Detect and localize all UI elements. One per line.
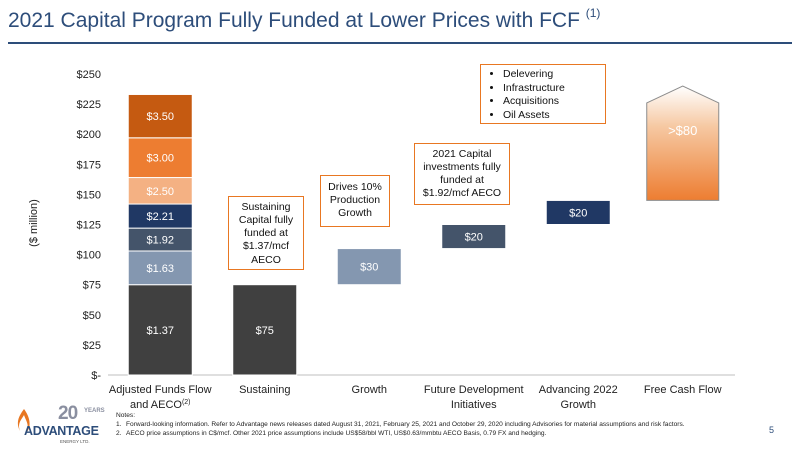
y-tick-label: $250 [77,69,101,81]
footnote-1: 1. Forward-looking information. Refer to … [116,420,685,428]
title-divider [8,42,792,44]
callout-sustaining: Sustaining Capital fully funded at $1.37/mc… [228,196,304,270]
y-tick-label: $225 [77,99,101,111]
data-label: $2.50 [146,186,174,198]
fcf-use-item: Oil Assets [503,109,597,123]
y-tick-label: $175 [77,159,101,171]
footnote-2: 2. AECO price assumptions in C$/mcf. Othe… [116,429,547,437]
data-label: $1.92 [146,235,174,247]
y-tick-label: $50 [83,310,101,322]
company-logo: 20 YEARS ADVANTAGE ENERGY LTD. [8,403,116,448]
x-tick-label: Growth [352,384,387,396]
title-footnote-ref: (1) [585,6,601,20]
x-tick-label: Growth [561,399,596,410]
callout-future: 2021 Capital investments fully funded at $1… [414,143,510,205]
x-tick-label: Initiatives [451,399,497,410]
y-tick-label: $200 [77,129,101,141]
x-tick-label: and AECO(2) [130,399,191,410]
data-label: $2.21 [146,211,174,223]
data-label: $1.37 [146,325,174,337]
flame-icon [17,409,30,433]
data-label: $20 [569,207,587,219]
capital-program-chart: $- $25 $50 $75 $100 $125 $150 $175 $200 $225 $250 A… [77,69,735,410]
page-title: 2021 Capital Program Fully Funded at Low… [8,6,601,32]
x-tick-label: Adjusted Funds Flow [109,384,212,396]
data-label: >$80 [668,123,697,138]
y-tick-label: $150 [77,189,101,201]
y-tick-label: $25 [83,340,101,352]
data-label: $75 [256,325,274,337]
x-tick-label: Sustaining [239,384,290,396]
free-cash-flow-bar [646,85,720,201]
waterfall-bar [232,284,298,376]
waterfall-bar [336,248,402,286]
x-tick-label: Free Cash Flow [644,384,722,396]
fcf-use-item: Infrastructure [503,82,597,96]
footnotes: Notes: 1. Forward-looking information. Re… [116,412,756,439]
data-label: $20 [465,232,483,244]
y-tick-label: $- [91,370,101,382]
stacked-bar-segment [127,284,193,376]
data-label: $1.63 [146,263,174,275]
x-tick-label: Advancing 2022 [539,384,618,396]
x-tick-label: Future Development [424,384,524,396]
fcf-use-item: Acquisitions [503,95,597,109]
fcf-use-item: Delevering [503,68,597,82]
callout-growth: Drives 10% Production Growth [320,175,390,227]
data-label: $3.50 [146,111,174,123]
waterfall-bar [441,224,507,250]
page-number: 5 [768,425,774,435]
stacked-bar-segment [127,93,193,139]
y-tick-label: $100 [77,250,101,262]
y-tick-label: $75 [83,280,101,292]
notes-heading: Notes: [116,412,136,419]
data-label: $30 [360,262,378,274]
waterfall-bar [545,199,611,225]
y-tick-label: $125 [77,220,101,232]
data-label: $3.00 [146,153,174,165]
callout-fcf-uses: Delevering Infrastructure Acquisitions O… [480,64,606,124]
